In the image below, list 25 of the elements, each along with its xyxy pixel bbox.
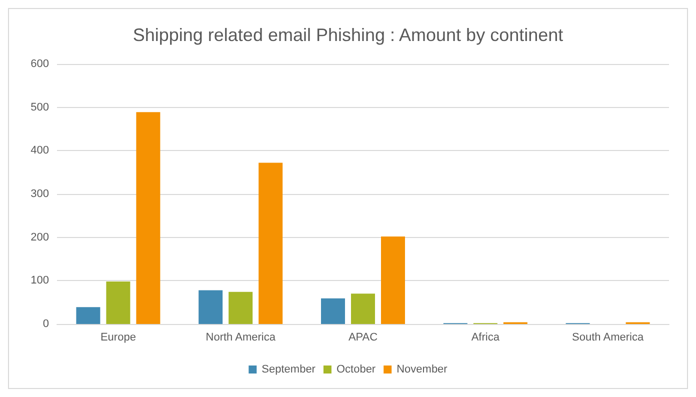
x-tick-label: North America xyxy=(206,332,276,344)
bar xyxy=(228,292,253,324)
y-tick-label: 400 xyxy=(30,144,49,157)
y-tick-label: 200 xyxy=(30,231,49,244)
bar xyxy=(258,162,283,324)
y-tick-label: 500 xyxy=(30,101,49,114)
x-tick-label: Africa xyxy=(471,332,500,344)
x-tick-label: Europe xyxy=(100,332,136,344)
y-tick-label: 100 xyxy=(30,274,49,287)
legend-label: November xyxy=(396,364,448,376)
y-tick-label: 0 xyxy=(42,318,49,330)
chart-title: Shipping related email Phishing : Amount by continent xyxy=(132,25,564,45)
x-tick-label: South America xyxy=(572,332,644,344)
bar xyxy=(198,290,223,324)
y-tick-label: 300 xyxy=(30,188,49,200)
y-tick-label: 600 xyxy=(30,58,49,70)
bar xyxy=(106,282,130,324)
bar xyxy=(381,236,405,324)
legend-label: October xyxy=(336,364,376,376)
bar xyxy=(321,298,345,324)
legend-label: September xyxy=(262,364,316,376)
bar xyxy=(351,294,375,324)
bar xyxy=(136,112,160,324)
x-tick-label: APAC xyxy=(348,332,378,344)
bar xyxy=(76,307,100,324)
